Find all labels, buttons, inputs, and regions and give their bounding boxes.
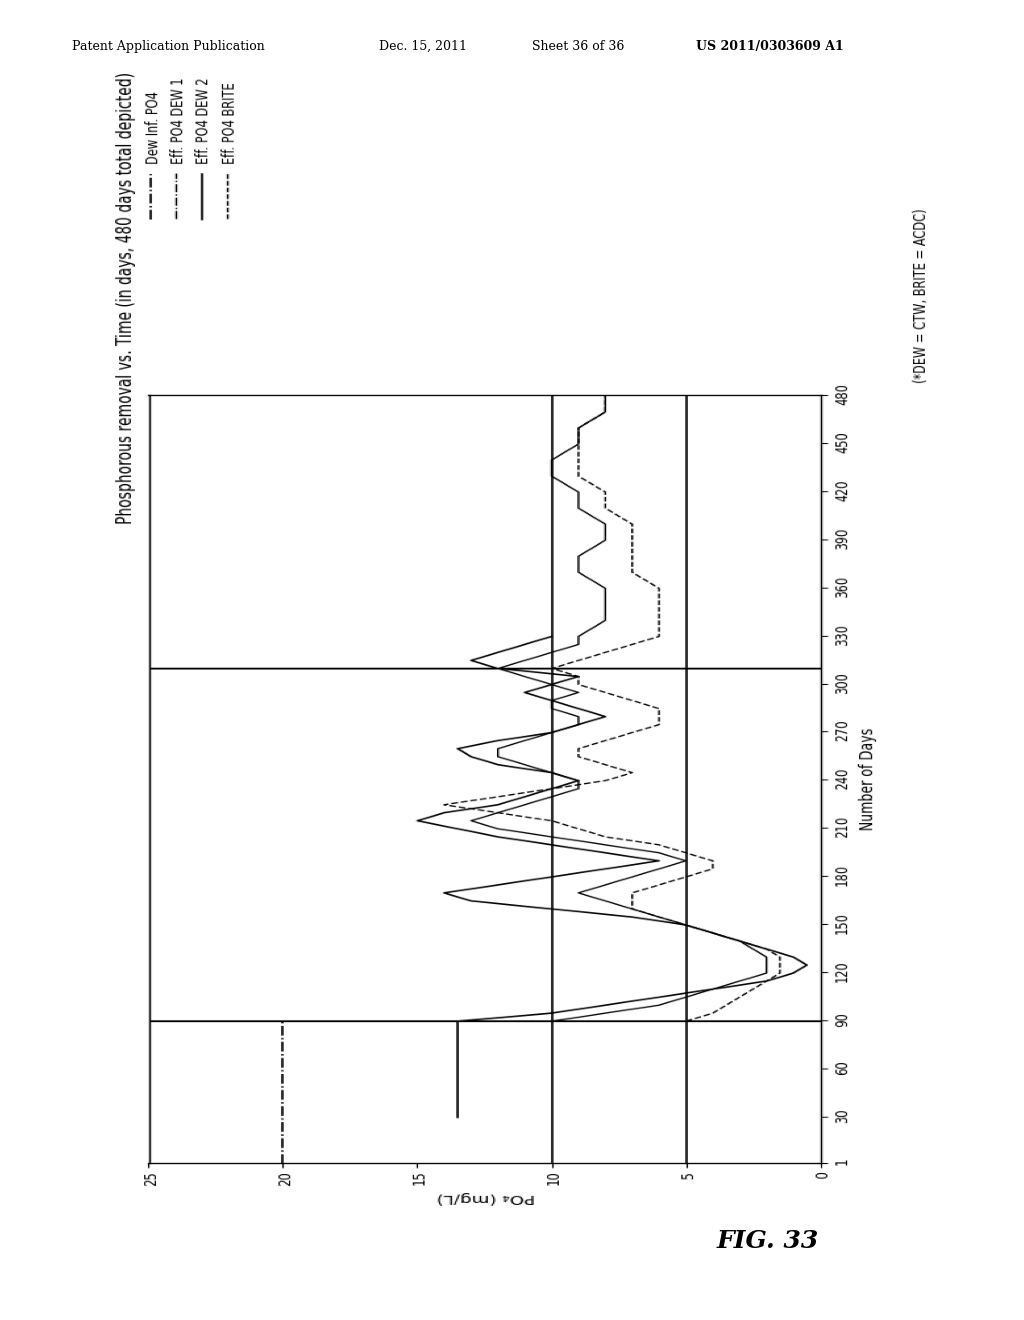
Text: Sheet 36 of 36: Sheet 36 of 36 [532,40,625,53]
Text: US 2011/0303609 A1: US 2011/0303609 A1 [696,40,844,53]
Text: Patent Application Publication: Patent Application Publication [72,40,264,53]
Text: FIG. 33: FIG. 33 [717,1229,819,1253]
Text: Dec. 15, 2011: Dec. 15, 2011 [379,40,467,53]
